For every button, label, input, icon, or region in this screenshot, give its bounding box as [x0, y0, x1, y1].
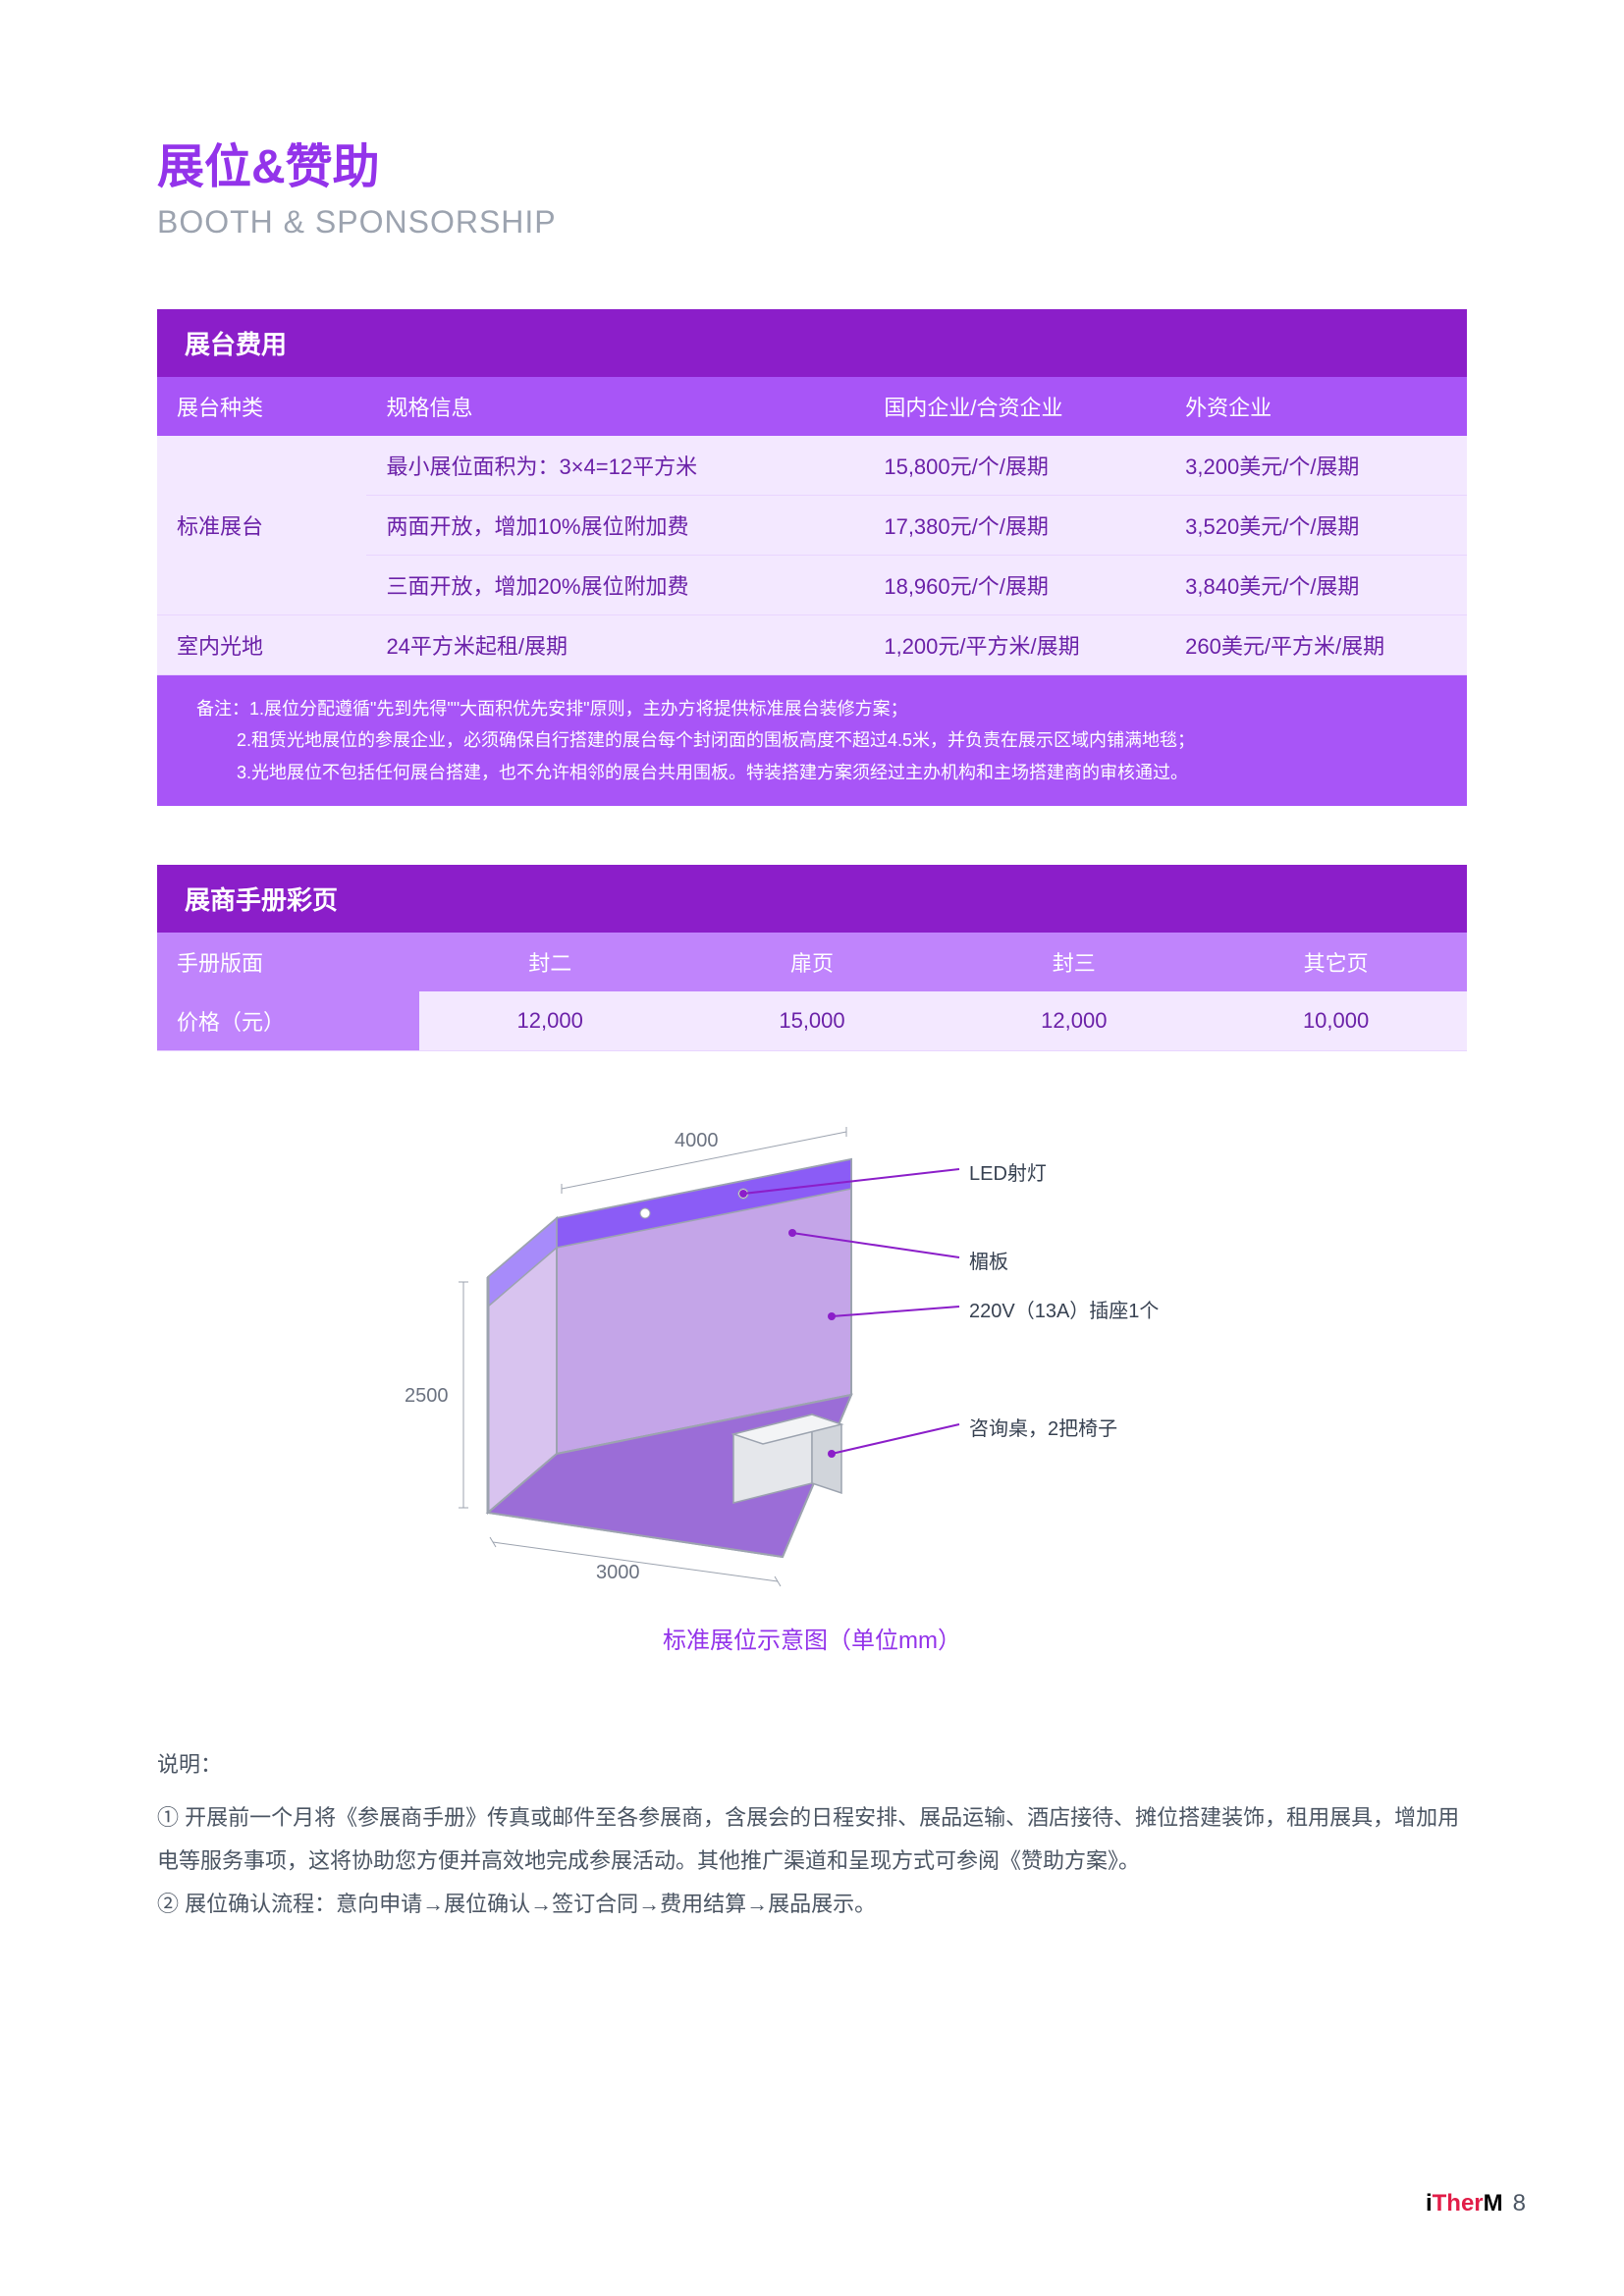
t1-col3: 外资企业: [1165, 377, 1467, 436]
page-footer: iTherM8: [1426, 2190, 1526, 2217]
t1-r2c1: 三面开放，增加20%展位附加费: [366, 556, 864, 615]
desc-line2: ② 展位确认流程：意向申请→展位确认→签订合同→费用结算→展品展示。: [157, 1883, 1467, 1926]
t2-col2: 扉页: [681, 933, 944, 991]
t1-col0: 展台种类: [157, 377, 366, 436]
desc-title: 说明：: [157, 1743, 1467, 1787]
brand-ther: Ther: [1433, 2190, 1484, 2216]
t1-r2c3: 3,840美元/个/展期: [1165, 556, 1467, 615]
booth-diagram: 4000 2500 3000 LED射灯 楣板 220V（13A）插座1个 咨询…: [370, 1120, 1254, 1591]
t1-r1c1: 两面开放，增加10%展位附加费: [366, 496, 864, 556]
page-title-cn: 展位&赞助: [157, 128, 1467, 196]
t2-v3: 10,000: [1205, 991, 1467, 1051]
brand-i: i: [1426, 2190, 1433, 2216]
booth-cost-table: 展台费用 展台种类 规格信息 国内企业/合资企业 外资企业 标准展台 最小展位面…: [157, 309, 1467, 806]
t2-col3: 封三: [943, 933, 1205, 991]
t1-r0c1: 最小展位面积为：3×4=12平方米: [366, 436, 864, 496]
table1-header: 展台费用: [157, 309, 1467, 377]
t1-r0c0: 标准展台: [157, 436, 366, 615]
t1-r0c3: 3,200美元/个/展期: [1165, 436, 1467, 496]
callout-socket: 220V（13A）插座1个: [969, 1295, 1159, 1323]
t2-v2: 12,000: [943, 991, 1205, 1051]
t1-r3c2: 1,200元/平方米/展期: [864, 615, 1165, 675]
t1-r1c2: 17,380元/个/展期: [864, 496, 1165, 556]
t1-col2: 国内企业/合资企业: [864, 377, 1165, 436]
t1-r2c2: 18,960元/个/展期: [864, 556, 1165, 615]
t1-r3c1: 24平方米起租/展期: [366, 615, 864, 675]
brochure-table: 展商手册彩页 手册版面 封二 扉页 封三 其它页 价格（元） 12,000 15…: [157, 865, 1467, 1051]
t1-r3c0: 室内光地: [157, 615, 366, 675]
page-title-en: BOOTH & SPONSORSHIP: [157, 204, 1467, 240]
t2-v1: 15,000: [681, 991, 944, 1051]
page-number: 8: [1513, 2190, 1526, 2216]
callout-desk: 咨询桌，2把椅子: [969, 1413, 1117, 1441]
dim-height: 2500: [405, 1385, 449, 1408]
t2-col0: 手册版面: [157, 933, 419, 991]
t1-r3c3: 260美元/平方米/展期: [1165, 615, 1467, 675]
callout-led: LED射灯: [969, 1157, 1047, 1186]
desc-line1: ① 开展前一个月将《参展商手册》传真或邮件至各参展商，含展会的日程安排、展品运输…: [157, 1796, 1467, 1883]
t2-v0: 12,000: [419, 991, 681, 1051]
t1-col1: 规格信息: [366, 377, 864, 436]
t1-note: 备注：1.展位分配遵循"先到先得""大面积优先安排"原则，主办方将提供标准展台装…: [157, 675, 1467, 807]
dim-depth: 3000: [596, 1562, 640, 1584]
diagram-caption: 标准展位示意图（单位mm）: [157, 1621, 1467, 1655]
dim-width: 4000: [675, 1130, 719, 1152]
brand-m: M: [1484, 2190, 1503, 2216]
callout-fascia: 楣板: [969, 1246, 1008, 1274]
t2-col1: 封二: [419, 933, 681, 991]
t2-col4: 其它页: [1205, 933, 1467, 991]
table2-header: 展商手册彩页: [157, 865, 1467, 933]
description-section: 说明： ① 开展前一个月将《参展商手册》传真或邮件至各参展商，含展会的日程安排、…: [157, 1743, 1467, 1926]
t2-rowlabel: 价格（元）: [157, 991, 419, 1051]
t1-r0c2: 15,800元/个/展期: [864, 436, 1165, 496]
t1-r1c3: 3,520美元/个/展期: [1165, 496, 1467, 556]
